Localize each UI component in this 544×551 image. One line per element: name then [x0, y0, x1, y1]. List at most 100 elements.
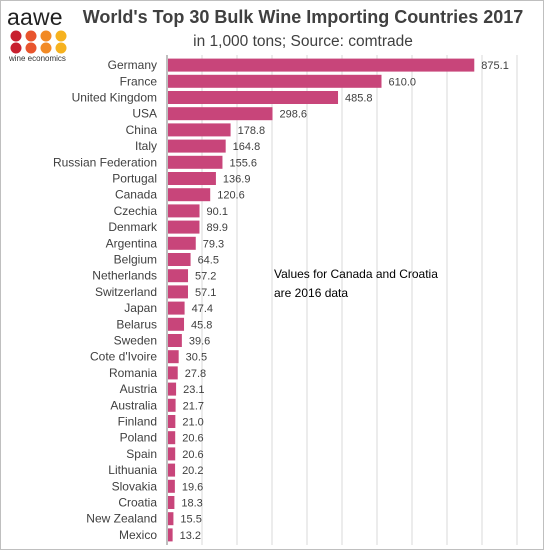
chart-annotation: Values for Canada and Croatia are 2016 d… [274, 265, 438, 303]
annotation-line-2: are 2016 data [274, 286, 349, 300]
logo-dot [25, 42, 37, 54]
category-label: Sweden [114, 334, 157, 348]
bar [168, 512, 174, 526]
category-label: Finland [118, 415, 157, 429]
category-label: Germany [108, 58, 157, 72]
category-label: Denmark [108, 220, 158, 234]
bar [168, 366, 178, 380]
value-label: 21.7 [183, 400, 204, 412]
bar [168, 463, 176, 477]
category-label: Spain [126, 447, 157, 461]
category-label: Japan [124, 301, 157, 315]
logo-dot [10, 30, 22, 42]
category-label: France [120, 74, 158, 88]
value-label: 164.8 [233, 141, 261, 153]
value-label: 19.6 [182, 481, 203, 493]
logo-dot [10, 42, 22, 54]
bar [168, 398, 176, 412]
bar [168, 107, 273, 121]
annotation-line-1: Values for Canada and Croatia [274, 267, 438, 281]
value-label: 136.9 [223, 174, 251, 186]
aawe-logo: aawe wine economics [7, 4, 69, 64]
value-label: 485.8 [345, 93, 373, 105]
category-label: Russian Federation [53, 155, 157, 169]
bar [168, 253, 191, 266]
bar [168, 269, 189, 283]
bar [168, 58, 475, 72]
logo-dot [55, 30, 67, 42]
value-label: 27.8 [185, 368, 206, 380]
value-label: 89.9 [206, 222, 227, 234]
category-label: Poland [120, 431, 157, 445]
bar [168, 285, 188, 299]
category-label: United Kingdom [72, 91, 157, 105]
bar [168, 334, 182, 347]
category-label: New Zealand [86, 512, 157, 526]
value-label: 39.6 [189, 336, 210, 348]
bar [168, 496, 175, 509]
category-label: Argentina [106, 236, 158, 250]
category-label: Mexico [119, 528, 157, 542]
value-label: 21.0 [182, 417, 203, 429]
value-label: 64.5 [198, 255, 219, 267]
bar [168, 204, 200, 218]
bar [168, 139, 226, 153]
bar [168, 155, 223, 169]
bar [168, 415, 176, 428]
value-label: 23.1 [183, 384, 204, 396]
value-label: 18.3 [181, 498, 202, 510]
logo-subtext: wine economics [9, 54, 66, 63]
category-label: Canada [115, 188, 157, 202]
value-label: 875.1 [481, 60, 509, 72]
category-label: USA [132, 107, 157, 121]
category-label: Portugal [112, 172, 157, 186]
category-label: Slovakia [112, 479, 158, 493]
category-label: China [126, 123, 158, 137]
logo-dot [40, 42, 52, 54]
bar [168, 317, 185, 331]
bar [168, 447, 176, 461]
chart-title: World's Top 30 Bulk Wine Importing Count… [82, 7, 524, 27]
category-label: Belgium [114, 253, 157, 267]
bar [168, 236, 196, 250]
value-label: 20.6 [182, 449, 203, 461]
value-label: 610.0 [389, 76, 417, 88]
value-label: 13.2 [180, 530, 201, 542]
value-label: 155.6 [229, 157, 257, 169]
bar [168, 74, 382, 88]
logo-dots [10, 30, 67, 54]
bar [168, 188, 211, 202]
value-label: 298.6 [280, 109, 308, 121]
bar [168, 528, 173, 542]
value-label: 30.5 [186, 352, 207, 364]
category-label: Belarus [116, 317, 157, 331]
category-label: Australia [110, 398, 157, 412]
bar [168, 123, 231, 137]
bar [168, 172, 216, 185]
category-label: Croatia [118, 496, 157, 510]
value-label: 79.3 [203, 238, 224, 250]
value-label: 57.2 [195, 271, 216, 283]
bar [168, 479, 175, 493]
chart-subtitle: in 1,000 tons; Source: comtrade [193, 33, 413, 50]
logo-dot [55, 42, 67, 54]
value-label: 178.8 [238, 125, 266, 137]
category-label: Switzerland [95, 285, 157, 299]
category-label: Lithuania [108, 463, 157, 477]
category-label: Netherlands [92, 269, 157, 283]
logo-dot [25, 30, 37, 42]
bar [168, 431, 176, 445]
logo-dot [40, 30, 52, 42]
category-label: Cote d'Ivoire [90, 350, 157, 364]
bar [168, 382, 177, 396]
category-label: Romania [109, 366, 157, 380]
logo-text: aawe [7, 4, 63, 30]
bar [168, 220, 200, 234]
value-label: 57.1 [195, 287, 216, 299]
value-label: 45.8 [191, 319, 212, 331]
value-label: 20.2 [182, 465, 203, 477]
value-label: 90.1 [207, 206, 228, 218]
value-label: 20.6 [182, 433, 203, 445]
